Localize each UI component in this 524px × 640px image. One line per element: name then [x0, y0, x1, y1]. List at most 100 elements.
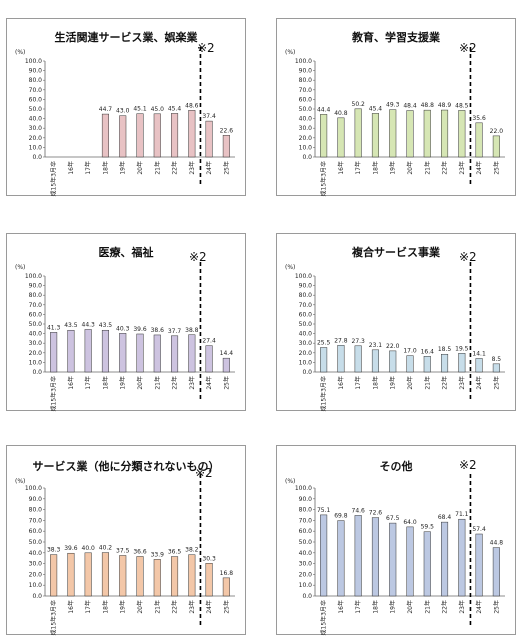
y-tick-label: 100.0 [295, 58, 312, 65]
chart-panel-5: サービス業（他に分類されないもの） (%) ※2 0.0 10.0 20.0 30.0… [6, 445, 246, 636]
x-tick-label: 18年 [371, 376, 379, 390]
annotation-note: ※2 [189, 250, 207, 264]
x-tick-label: 23年 [188, 161, 196, 175]
bar-chart-3: 0.0 10.0 20.0 30.0 40.0 50.0 60.0 70.0 80.0 90.0 1… [25, 262, 235, 412]
annotation-note: ※2 [197, 41, 215, 55]
x-tick-label: 16年 [67, 600, 75, 614]
x-tick-label: 19年 [389, 600, 397, 614]
x-tick-label: 24年 [205, 600, 213, 614]
bar [406, 355, 414, 373]
chart-panel-3: 医療、福祉 (%) ※2 0.0 10.0 20.0 30.0 40.0 50.0 60.0… [6, 233, 246, 412]
y-tick-label: 0.0 [302, 593, 312, 600]
x-tick-label: 21年 [423, 600, 431, 614]
data-label: 43.0 [116, 108, 130, 115]
y-tick-label: 30.0 [29, 561, 43, 568]
x-tick-label: 22年 [171, 161, 179, 175]
x-tick-label: 21年 [153, 600, 161, 614]
data-label: 23.1 [369, 342, 383, 349]
data-label: 27.4 [202, 338, 216, 345]
y-tick-label: 10.0 [29, 359, 43, 366]
bar [389, 522, 397, 597]
data-label: 45.0 [151, 106, 165, 113]
bar [84, 329, 92, 373]
bar [389, 350, 397, 373]
x-tick-label: 22年 [171, 600, 179, 614]
chart-panel-4: 複合サービス事業 (%) ※2 0.0 10.0 20.0 30.0 40.0 50.0 6… [276, 233, 516, 412]
data-label: 64.0 [403, 519, 417, 526]
y-unit-label: (%) [15, 49, 26, 56]
y-tick-label: 0.0 [302, 154, 312, 161]
data-label: 18.5 [438, 346, 452, 353]
bar [389, 109, 397, 158]
bar [492, 135, 500, 158]
y-tick-label: 10.0 [29, 582, 43, 589]
data-label: 44.8 [490, 540, 504, 547]
y-tick-label: 40.0 [299, 331, 313, 338]
x-tick-label: 16年 [67, 161, 75, 175]
x-tick-label: 19年 [119, 161, 127, 175]
x-tick-label: 25年 [222, 600, 230, 614]
y-tick-label: 90.0 [299, 68, 313, 75]
bar [101, 329, 109, 373]
y-tick-label: 10.0 [299, 144, 313, 151]
x-tick-label: 平成15年3月卒 [320, 600, 328, 636]
y-tick-label: 50.0 [299, 539, 313, 546]
x-tick-label: 25年 [492, 600, 500, 614]
y-tick-label: 50.0 [299, 106, 313, 113]
data-label: 38.3 [47, 547, 61, 554]
x-tick-label: 20年 [136, 376, 144, 390]
y-tick-label: 20.0 [29, 135, 43, 142]
data-label: 57.4 [472, 526, 486, 533]
y-tick-label: 100.0 [295, 273, 312, 280]
bar [320, 347, 328, 373]
x-tick-label: 23年 [458, 376, 466, 390]
bar [101, 552, 109, 597]
y-tick-label: 90.0 [29, 283, 43, 290]
chart-title: サービス業（他に分類されないもの） [32, 460, 220, 473]
bar [337, 117, 345, 158]
x-tick-label: 平成15年3月卒 [320, 376, 328, 412]
x-tick-label: 20年 [136, 600, 144, 614]
data-label: 40.0 [82, 545, 96, 552]
bar [354, 515, 362, 597]
bar [441, 521, 449, 597]
data-label: 38.8 [185, 327, 199, 334]
data-label: 59.5 [421, 524, 435, 531]
bar [475, 122, 483, 158]
bar [475, 358, 483, 373]
bar [153, 334, 161, 373]
chart-panel-1: 生活関連サービス業、娯楽業 (%) ※2 0.0 10.0 20.0 30.0 40.0… [6, 18, 246, 197]
x-tick-label: 16年 [337, 161, 345, 175]
x-tick-label: 17年 [354, 376, 362, 390]
chart-panel-6: その他 (%) ※2 0.0 10.0 20.0 30.0 40.0 50.0 60.0 70… [276, 445, 516, 636]
bar-chart-6: 0.0 10.0 20.0 30.0 40.0 50.0 60.0 70.0 80.0 90.0 1… [295, 474, 505, 636]
x-tick-label: 平成15年3月卒 [50, 161, 58, 197]
bar [354, 108, 362, 158]
x-tick-label: 20年 [136, 161, 144, 175]
bar [119, 115, 127, 158]
bar-chart-1: 0.0 10.0 20.0 30.0 40.0 50.0 60.0 70.0 80.0 90.0 1… [25, 47, 235, 197]
bar [354, 345, 362, 373]
data-label: 22.0 [386, 343, 400, 350]
data-label: 43.5 [99, 322, 113, 329]
y-tick-label: 40.0 [29, 331, 43, 338]
bar [492, 547, 500, 597]
bar [222, 135, 230, 158]
bar [188, 334, 196, 373]
y-tick-label: 70.0 [299, 517, 313, 524]
bar [406, 110, 414, 158]
bar-chart-4: 0.0 10.0 20.0 30.0 40.0 50.0 60.0 70.0 80.0 90.0 1… [295, 262, 505, 412]
x-tick-label: 平成15年3月卒 [50, 600, 58, 636]
y-tick-label: 0.0 [32, 154, 42, 161]
y-tick-label: 100.0 [25, 485, 42, 492]
x-tick-label: 25年 [222, 161, 230, 175]
annotation-note: ※2 [459, 41, 477, 55]
bar [50, 332, 58, 373]
data-label: 33.9 [151, 551, 165, 558]
bar [136, 556, 144, 597]
y-tick-label: 70.0 [299, 87, 313, 94]
y-tick-label: 50.0 [299, 321, 313, 328]
y-tick-label: 70.0 [29, 87, 43, 94]
data-label: 39.6 [133, 326, 147, 333]
data-label: 48.5 [455, 102, 469, 109]
